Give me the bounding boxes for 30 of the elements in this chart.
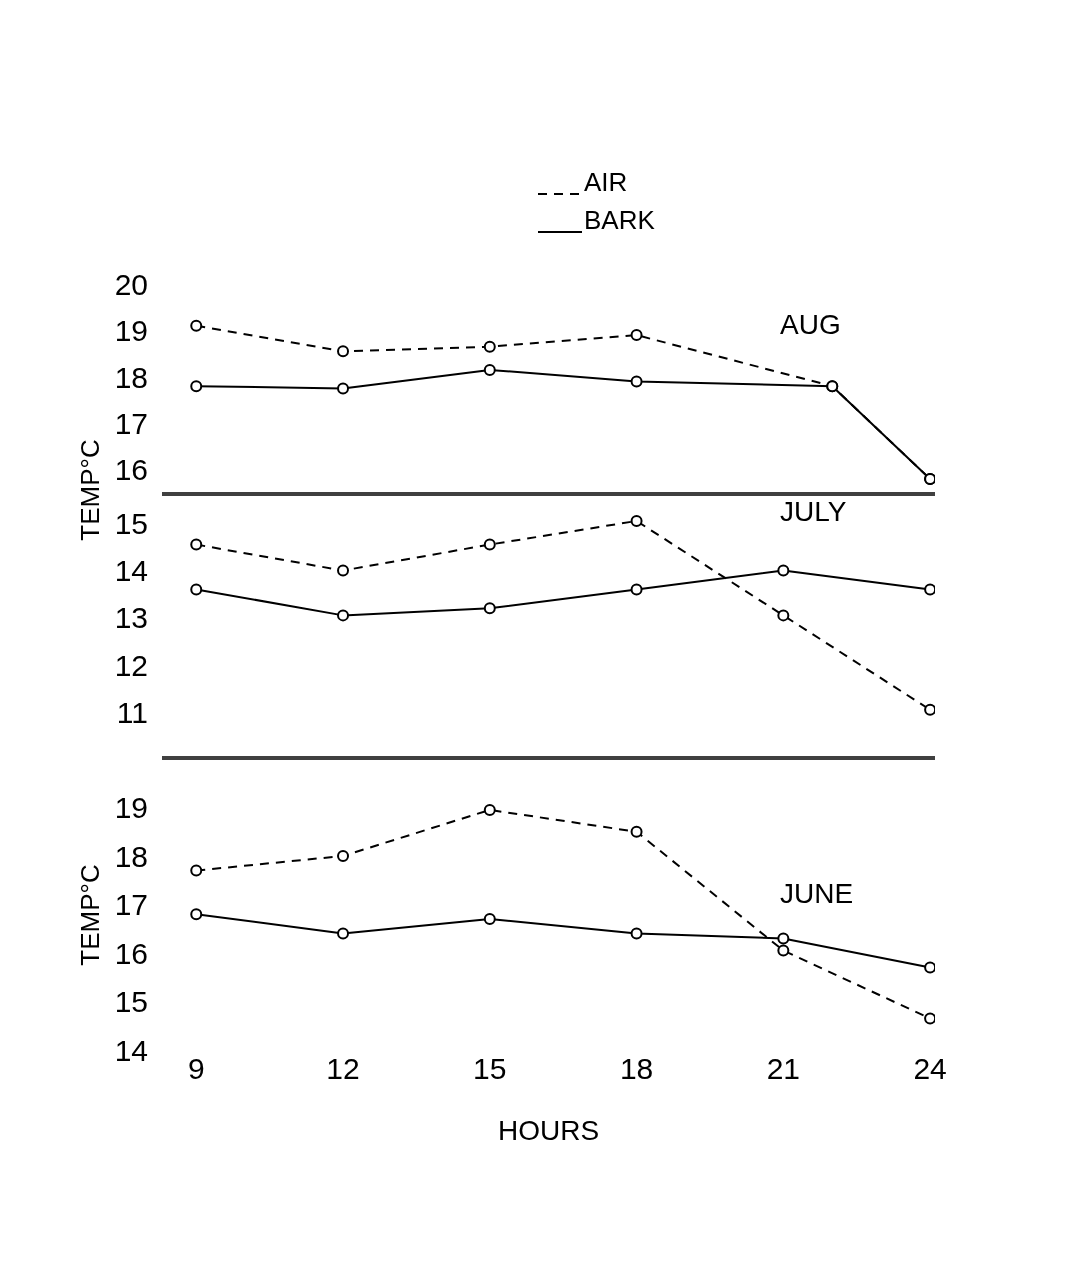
x-tick-label: 21	[766, 1052, 801, 1086]
legend-label: BARK	[584, 205, 655, 236]
y-axis-title: TEMP°C	[74, 439, 106, 541]
y-tick-label: 14	[114, 554, 148, 588]
x-tick-label: 24	[913, 1052, 947, 1086]
y-tick-label: 18	[114, 839, 148, 873]
y-tick-label: 17	[114, 406, 148, 440]
text: JUNE	[780, 878, 854, 910]
y-tick-label: 19	[114, 314, 148, 348]
y-tick-label: 19	[114, 791, 148, 825]
y-tick-label: 13	[114, 601, 148, 635]
legend-label: AIR	[584, 167, 628, 198]
chart-title: JULY	[780, 496, 847, 528]
y-tick-label: 20	[114, 267, 148, 301]
y-tick-label: 17	[114, 888, 148, 922]
x-tick-label: 18	[619, 1052, 654, 1086]
y-tick-label: 16	[114, 936, 148, 970]
x-axis-title: HOURS	[497, 1115, 600, 1146]
y-tick-label: 15	[114, 506, 148, 540]
x-tick-label: 12	[326, 1052, 360, 1086]
y-tick-label: 15	[114, 985, 148, 1019]
y-axis-title: TEMP°C	[74, 864, 106, 966]
y-tick-label: 16	[114, 453, 148, 487]
y-tick-label: 14	[114, 1033, 148, 1067]
y-tick-label: 11	[116, 695, 148, 729]
x-tick-label: 15	[473, 1052, 507, 1086]
text: AUG	[780, 309, 841, 341]
y-tick-label: 18	[114, 360, 148, 394]
x-tick-label: 9	[187, 1052, 205, 1086]
y-tick-label: 12	[114, 648, 148, 682]
